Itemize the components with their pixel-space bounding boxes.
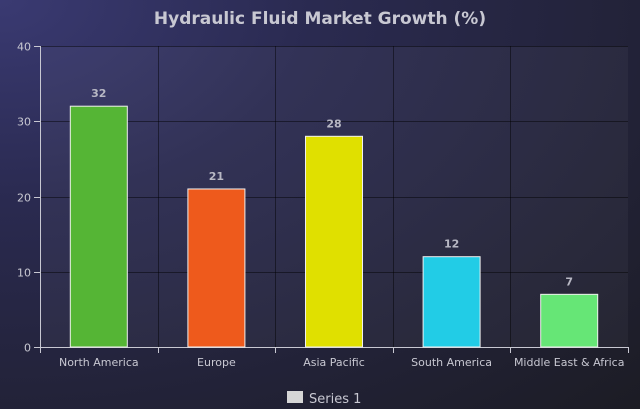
y-tick-label: 30 xyxy=(17,116,31,129)
y-tick-label: 0 xyxy=(24,342,31,355)
x-tick-label: South America xyxy=(411,356,492,369)
bar xyxy=(305,135,363,348)
data-label: 21 xyxy=(209,170,224,183)
chart-title: Hydraulic Fluid Market Growth (%) xyxy=(154,9,486,29)
data-labels: 32 21 28 12 7 xyxy=(91,87,573,288)
x-tick-label: Asia Pacific xyxy=(303,356,365,369)
legend: Series 1 xyxy=(287,391,361,407)
y-tick-label: 10 xyxy=(17,267,31,280)
y-tick-label: 40 xyxy=(17,41,31,54)
data-label: 28 xyxy=(326,117,341,130)
data-label: 7 xyxy=(565,275,573,288)
axes: 0 10 20 30 40 North America Europe Asia Pacific… xyxy=(17,41,629,369)
legend-swatch xyxy=(287,391,303,403)
y-tick-label: 20 xyxy=(17,192,31,205)
data-label: 32 xyxy=(91,87,106,100)
bars xyxy=(69,105,599,348)
legend-label: Series 1 xyxy=(309,392,361,407)
bar xyxy=(422,256,481,348)
bar xyxy=(187,188,246,348)
bar xyxy=(69,105,128,348)
x-tick-label: Europe xyxy=(197,356,236,369)
data-label: 12 xyxy=(444,238,459,251)
x-tick-label: Middle East & Africa xyxy=(514,356,625,369)
bar xyxy=(540,293,599,348)
x-tick-label: North America xyxy=(59,356,139,369)
